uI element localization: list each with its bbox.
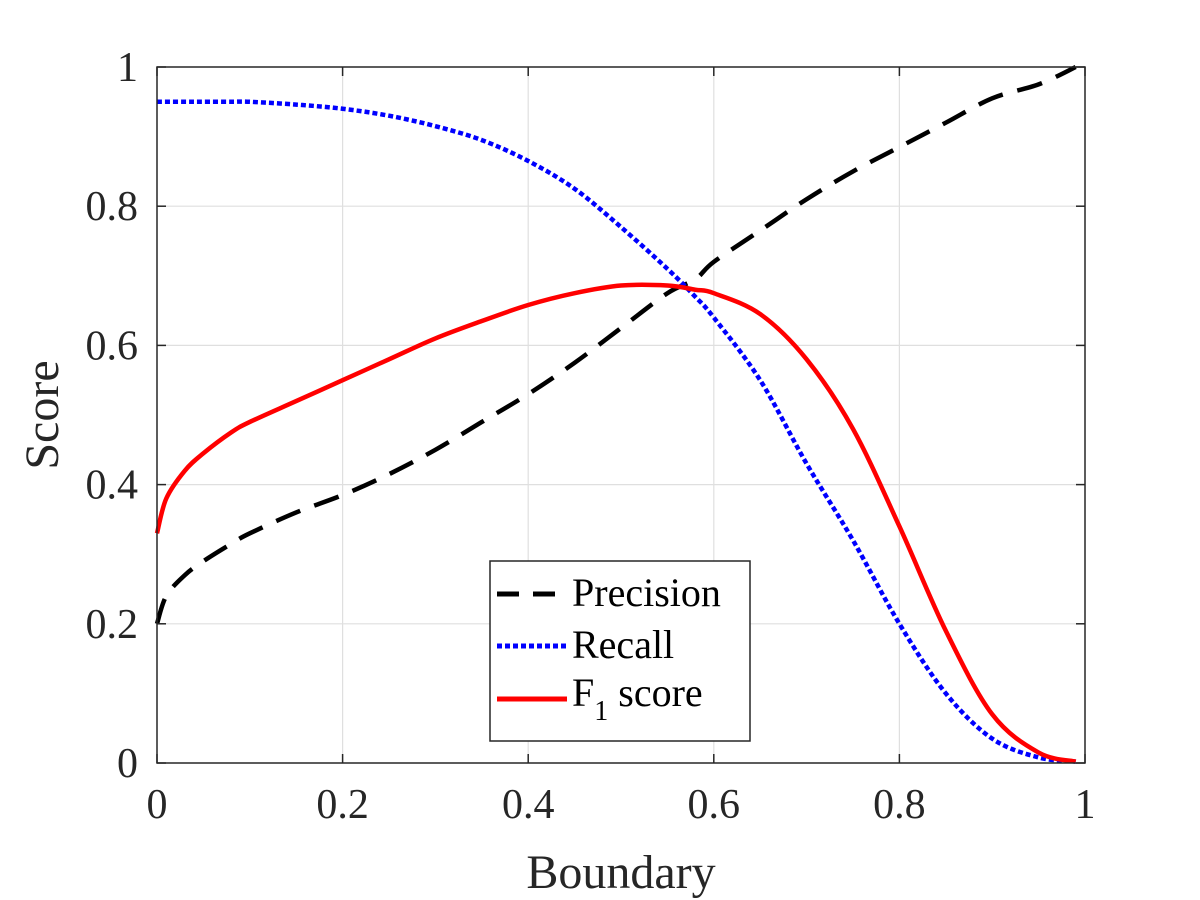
x-tick-label: 0.6 [688,782,741,828]
legend-box [489,560,751,742]
x-tick-label: 0.8 [873,782,926,828]
series-line-recall [156,99,1076,764]
legend-label-precision: Precision [572,570,721,615]
y-tick-label: 0.6 [86,323,139,369]
y-tick-label: 1 [117,45,138,91]
y-axis-title: Score [16,360,69,469]
y-tick-label: 0 [117,741,138,787]
legend-label-f1-subscript: 1 [594,696,608,727]
legend-label-recall: Recall [572,622,674,667]
series-line-f1-score [154,282,1077,764]
legend-label-f1-suffix: score [608,670,702,715]
x-tick-label: 0.4 [502,782,555,828]
axis-ticks [156,66,1086,764]
x-tick-label: 0.2 [316,782,369,828]
series-lines [154,64,1077,764]
legend-label-f1-score: F1 score [572,670,703,727]
x-tick-label: 1 [1075,782,1096,828]
y-tick-label: 0.4 [86,463,139,509]
axes-box [156,66,1086,764]
x-tick-labels: 0 0.2 0.4 0.6 0.8 1 [147,782,1096,828]
x-axis-title: Boundary [526,846,715,899]
y-tick-label: 0.2 [86,602,139,648]
legend-label-f1-main: F [572,670,594,715]
legend: Precision Recall F1 score [489,560,751,742]
y-tick-labels: 0 0.2 0.4 0.6 0.8 1 [86,45,139,787]
y-tick-label: 0.8 [86,184,139,230]
grid-lines [157,67,1085,763]
x-tick-label: 0 [147,782,168,828]
series-line-precision [154,64,1077,625]
